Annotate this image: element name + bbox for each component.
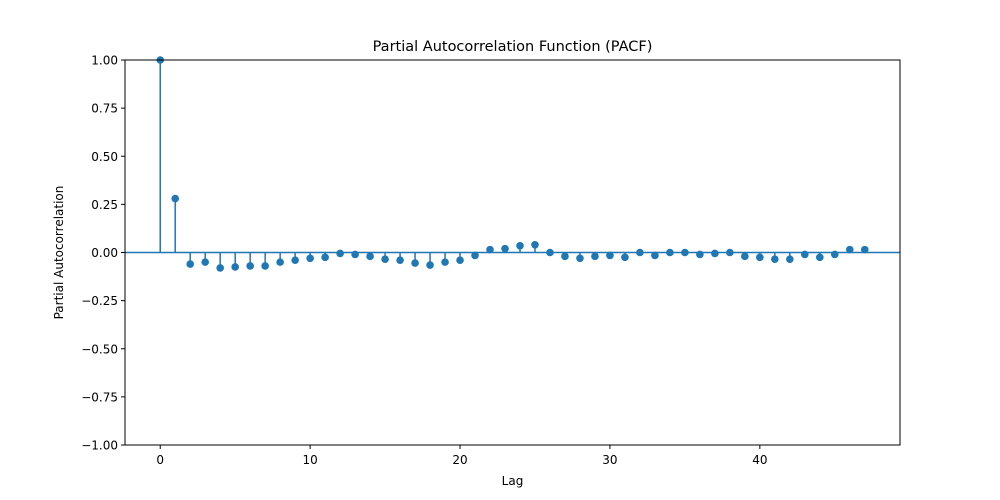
x-tick-label: 40 (752, 453, 767, 467)
stem-marker (516, 241, 524, 250)
x-tick-label: 0 (156, 453, 164, 467)
stem-marker (726, 248, 734, 257)
stem-marker (561, 252, 569, 261)
stem-marker (756, 253, 764, 262)
stem-marker (276, 258, 284, 266)
stem-marker (621, 253, 629, 262)
stem-marker (351, 250, 359, 259)
stem-marker (396, 256, 404, 265)
stem-marker (786, 255, 794, 264)
x-axis-label: Lag (502, 474, 524, 488)
stem-marker (456, 256, 464, 265)
x-tick-label: 30 (602, 453, 617, 467)
stem-marker (531, 241, 539, 249)
stem-marker (636, 248, 644, 257)
stem-marker (411, 259, 419, 267)
stem-marker (381, 255, 389, 264)
y-tick-label: −0.25 (81, 294, 118, 308)
stem-marker (711, 249, 719, 258)
stem-marker (321, 253, 329, 262)
stem-marker (366, 252, 374, 261)
stem-marker (201, 258, 209, 266)
y-tick-label: −0.75 (81, 390, 118, 404)
stem-marker (801, 250, 809, 259)
stem-marker (591, 252, 599, 261)
stem-marker (681, 248, 689, 257)
stem-marker (771, 255, 779, 264)
y-tick-label: 1.00 (91, 54, 118, 68)
stem-marker (246, 262, 254, 270)
stem-series (125, 56, 900, 272)
stem-marker (231, 263, 239, 271)
stem-marker (261, 262, 269, 270)
stem-marker (546, 248, 554, 257)
x-tick-label: 20 (452, 453, 467, 467)
y-axis-ticks: −1.00 −0.75 −0.50 −0.25 0.00 0.25 0.50 0.75 1.00 (81, 54, 125, 453)
stem-marker (186, 260, 195, 268)
stem-marker (666, 248, 674, 257)
stem-marker (426, 261, 434, 269)
y-tick-label: −0.50 (81, 342, 118, 356)
stem-marker (651, 251, 659, 260)
stem-marker (845, 245, 854, 254)
stem-marker (306, 254, 314, 263)
stem-marker (696, 250, 704, 259)
y-tick-label: 0.00 (91, 246, 118, 260)
chart-title: Partial Autocorrelation Function (PACF) (373, 39, 653, 55)
x-axis-ticks: 0 10 20 30 40 (156, 445, 767, 467)
stem-marker (486, 245, 494, 254)
stem-marker (336, 249, 344, 258)
stem-marker (606, 251, 614, 260)
stem-marker (830, 250, 839, 259)
stem-marker (501, 244, 509, 253)
stem-marker (816, 253, 824, 262)
stem-marker (216, 264, 224, 272)
y-tick-label: −1.00 (81, 439, 118, 453)
y-tick-label: 0.50 (91, 150, 118, 164)
stem-marker (741, 252, 749, 261)
y-tick-label: 0.25 (91, 198, 118, 212)
stem-marker (860, 245, 869, 254)
stem-marker (291, 256, 299, 265)
x-tick-label: 10 (302, 453, 317, 467)
y-tick-label: 0.75 (91, 102, 118, 116)
stem-marker (471, 251, 479, 260)
plot-area-frame (124, 59, 901, 446)
y-axis-label: Partial Autocorrelation (52, 186, 66, 320)
stem-marker (171, 194, 180, 203)
stem-marker (576, 254, 584, 263)
stem-marker (441, 258, 449, 266)
